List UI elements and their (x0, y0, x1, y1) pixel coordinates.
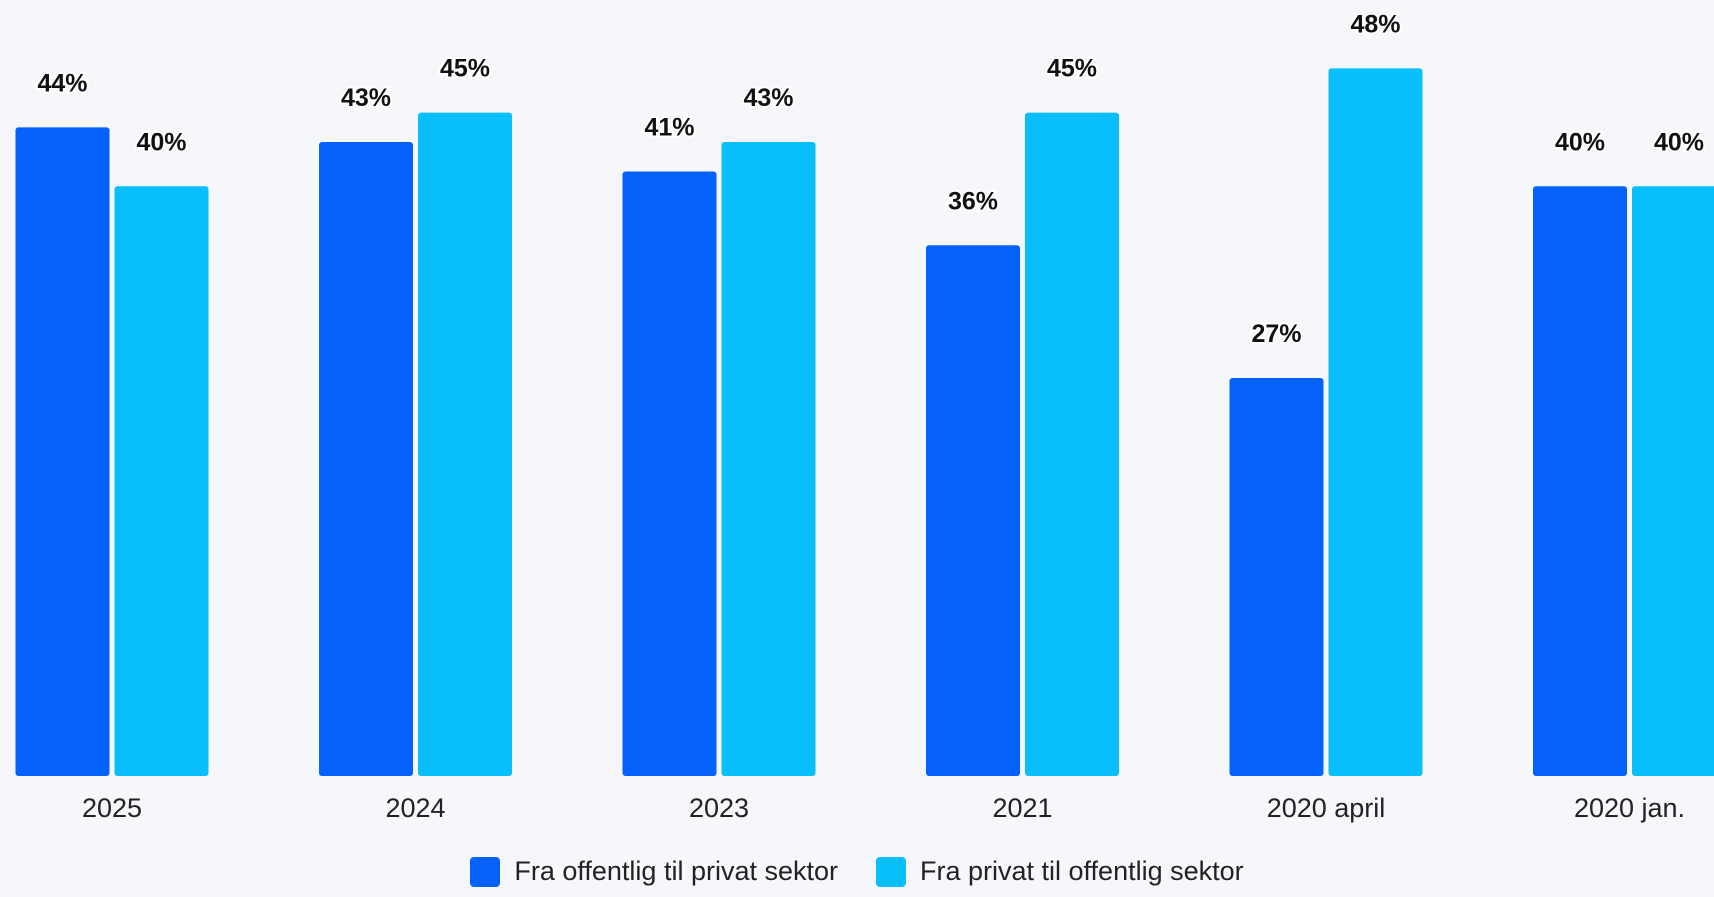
legend-swatch (876, 856, 906, 887)
legend-label: Fra privat til offentlig sektor (920, 856, 1244, 886)
data-label: 45% (440, 55, 490, 83)
bar-group: 44% 40% (15, 67, 209, 777)
data-label: 41% (644, 114, 694, 142)
bar-group: 27% 48% (1229, 8, 1423, 777)
data-label: 40% (1654, 128, 1704, 156)
data-label: 36% (948, 187, 998, 215)
bar-series-1[interactable] (114, 186, 209, 777)
bar-series-0[interactable] (15, 127, 110, 777)
bar-series-1[interactable] (1328, 68, 1423, 777)
legend-swatch (470, 856, 501, 887)
legend-item-series-1[interactable]: Fra privat til offentlig sektor (876, 856, 1244, 887)
x-tick-label: 2021 (992, 793, 1052, 823)
legend-item-series-0[interactable]: Fra offentlig til privat sektor (470, 856, 838, 887)
x-tick-label: 2024 (385, 793, 445, 823)
legend-label: Fra offentlig til privat sektor (514, 856, 838, 886)
bar-series-1[interactable] (1632, 186, 1714, 776)
data-label: 40% (1555, 128, 1605, 156)
data-label: 45% (1047, 55, 1097, 83)
bar-series-0[interactable] (1533, 186, 1627, 777)
x-tick-label: 2023 (689, 793, 749, 823)
bar-group: 36% 45% (926, 53, 1119, 777)
bar-series-1[interactable] (1025, 112, 1119, 777)
bar-series-0[interactable] (1229, 377, 1324, 776)
data-label: 43% (341, 84, 391, 112)
bar-series-0[interactable] (622, 171, 717, 777)
data-label: 27% (1251, 320, 1301, 348)
bar-group: 40% 40% (1533, 126, 1714, 777)
data-label: 48% (1350, 10, 1400, 38)
x-tick-label: 2020 jan. (1574, 793, 1685, 823)
legend: Fra offentlig til privat sektor Fra priv… (0, 856, 1714, 887)
x-tick-label: 2025 (82, 793, 142, 823)
bar-series-1[interactable] (418, 112, 512, 777)
data-label: 40% (136, 128, 186, 156)
x-tick-label: 2020 april (1267, 793, 1386, 823)
bar-series-0[interactable] (319, 142, 413, 777)
bar-series-1[interactable] (721, 142, 816, 777)
data-label: 44% (37, 69, 87, 97)
bar-group: 43% 45% (319, 53, 512, 777)
bar-group: 41% 43% (622, 82, 816, 777)
bar-series-0[interactable] (926, 245, 1020, 776)
data-label: 43% (743, 84, 793, 112)
